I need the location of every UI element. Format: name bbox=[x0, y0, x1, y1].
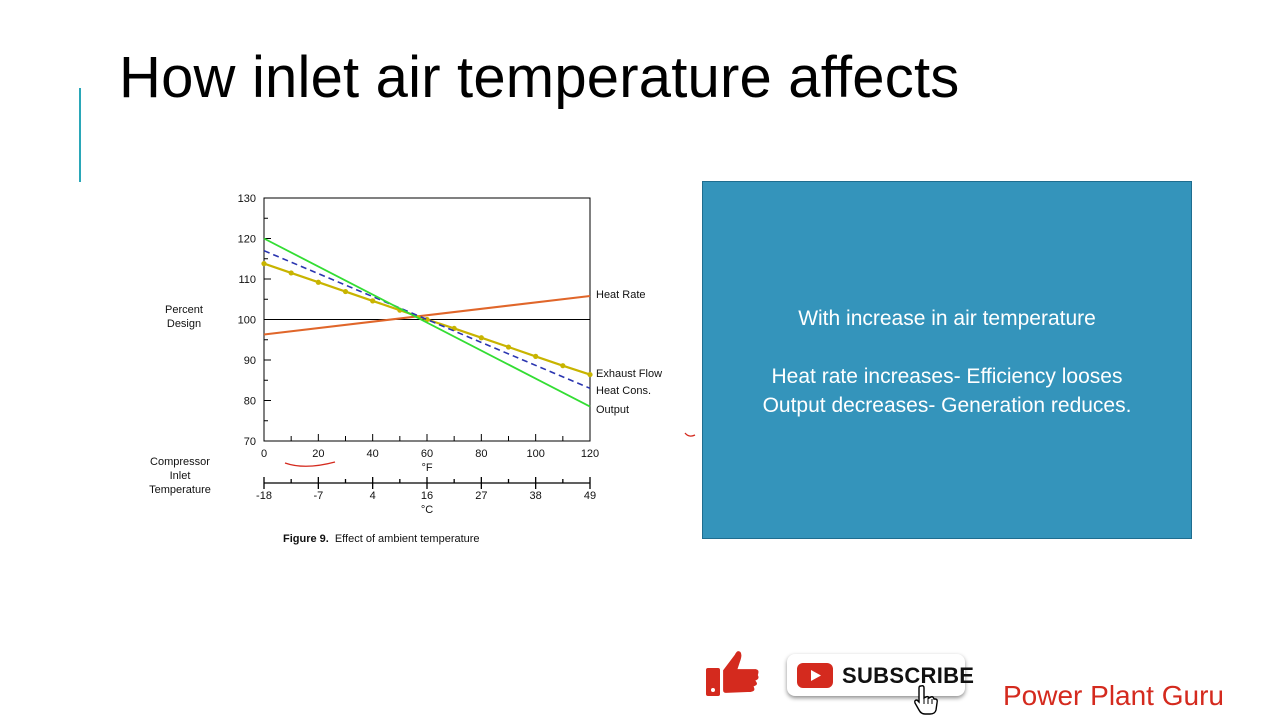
series-label-output: Output bbox=[596, 404, 629, 416]
like-icon[interactable] bbox=[704, 646, 762, 698]
x-tick-label-c: -7 bbox=[313, 490, 323, 502]
subscribe-label: SUBSCRIBE bbox=[842, 663, 975, 688]
red-pen-mark bbox=[684, 432, 696, 437]
youtube-icon bbox=[797, 663, 833, 688]
series-label-heat-cons: Heat Cons. bbox=[596, 385, 651, 397]
x-tick-label-c: 4 bbox=[370, 490, 376, 502]
x-tick-label-f: 80 bbox=[475, 448, 487, 460]
series-line-heat-rate bbox=[263, 295, 591, 336]
caption-figure-number: Figure 9. bbox=[283, 533, 329, 545]
ambient-temperature-chart: 70 80 90 100 110 120 130 0 20 40 60 80 100 120 °F -18 -7… bbox=[149, 193, 662, 545]
series-line-heat-cons bbox=[263, 249, 591, 390]
series-point-exhaust-flow bbox=[370, 298, 376, 304]
x-tick-label-c: 49 bbox=[584, 490, 596, 502]
caption-text: Effect of ambient temperature bbox=[335, 533, 480, 545]
title-accent-bar bbox=[79, 88, 81, 182]
y-tick-label: 100 bbox=[238, 315, 256, 327]
x-axis-label: Inlet bbox=[170, 470, 191, 482]
subscribe-button[interactable]: SUBSCRIBE bbox=[787, 654, 974, 696]
x-tick-label-f: 100 bbox=[526, 448, 544, 460]
info-line-1: With increase in air temperature bbox=[798, 307, 1096, 330]
x-axis-label: Compressor bbox=[150, 456, 210, 468]
y-tick-label: 120 bbox=[238, 234, 256, 246]
x-tick-label-c: 27 bbox=[475, 490, 487, 502]
x-tick-label-f: 20 bbox=[312, 448, 324, 460]
series-point-exhaust-flow bbox=[288, 270, 294, 276]
series-point-exhaust-flow bbox=[587, 371, 593, 378]
series-point-exhaust-flow bbox=[261, 261, 267, 267]
info-line-3: Output decreases- Generation reduces. bbox=[762, 394, 1132, 417]
x-tick-label-c: 38 bbox=[530, 490, 542, 502]
series-label-heat-rate: Heat Rate bbox=[596, 289, 646, 301]
x-tick-label-f: 60 bbox=[421, 448, 433, 460]
series-line-output bbox=[263, 237, 591, 408]
series-point-exhaust-flow bbox=[560, 363, 566, 369]
brand-name: Power Plant Guru bbox=[1003, 680, 1224, 711]
y-axis-label: Design bbox=[167, 318, 201, 330]
x-tick-label-f: 0 bbox=[261, 448, 267, 460]
y-tick-label: 110 bbox=[238, 274, 256, 286]
info-line-2: Heat rate increases- Efficiency looses bbox=[771, 365, 1123, 388]
info-box: With increase in air temperature Heat ra… bbox=[702, 181, 1192, 539]
x-tick-label-c: -18 bbox=[256, 490, 272, 502]
x-tick-label-f: 120 bbox=[581, 448, 599, 460]
figure-caption: Figure 9. Effect of ambient temperature bbox=[283, 533, 480, 545]
series-label-exhaust-flow: Exhaust Flow bbox=[596, 368, 662, 380]
cursor-hand-icon bbox=[914, 685, 938, 715]
x-unit-c: °C bbox=[421, 504, 433, 516]
slide-title: How inlet air temperature affects bbox=[119, 45, 960, 110]
series-point-exhaust-flow bbox=[533, 353, 539, 359]
red-pen-underline bbox=[284, 461, 336, 467]
y-tick-label: 130 bbox=[238, 193, 256, 205]
y-tick-label: 90 bbox=[244, 355, 256, 367]
series-point-exhaust-flow bbox=[478, 335, 484, 341]
x-unit-f: °F bbox=[421, 462, 432, 474]
series-point-exhaust-flow bbox=[315, 279, 321, 285]
x-tick-label-f: 40 bbox=[367, 448, 379, 460]
x-tick-label-c: 16 bbox=[421, 490, 433, 502]
y-tick-label: 70 bbox=[244, 436, 256, 448]
series-point-exhaust-flow bbox=[505, 344, 512, 350]
y-tick-label: 80 bbox=[244, 396, 256, 408]
x-axis-label: Temperature bbox=[149, 484, 211, 496]
series-point-exhaust-flow bbox=[342, 288, 349, 295]
y-axis-label: Percent bbox=[165, 304, 203, 316]
